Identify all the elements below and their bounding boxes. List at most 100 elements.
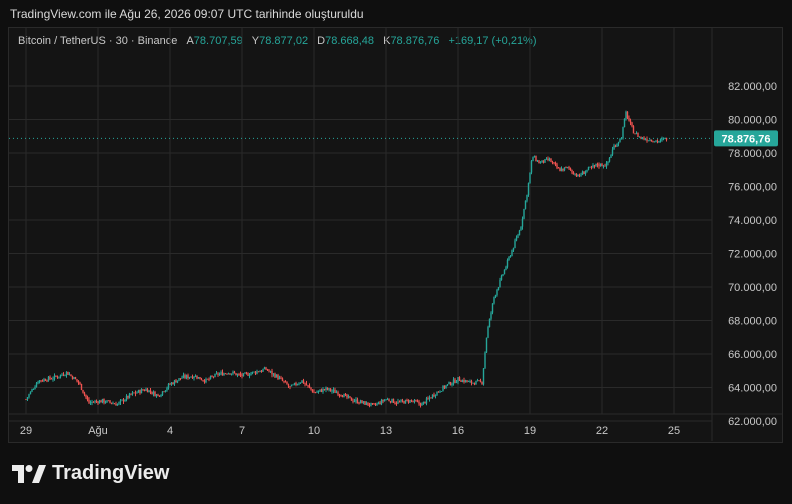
candle-body: [604, 165, 606, 167]
candle-body: [554, 163, 557, 165]
candle-body: [361, 400, 363, 403]
candle-body: [640, 136, 642, 139]
candle-body: [227, 373, 230, 375]
candle-body: [388, 399, 390, 402]
candle-body: [520, 226, 522, 231]
candle-body: [55, 375, 57, 377]
candle-body: [302, 380, 305, 384]
candle-body: [592, 165, 594, 167]
candle-body: [260, 371, 263, 372]
candle-body: [658, 141, 660, 143]
candle-body: [470, 381, 473, 384]
candle-body: [659, 139, 662, 142]
candle-body: [70, 374, 72, 376]
chart-panel[interactable]: [8, 27, 783, 443]
candle-body: [158, 395, 161, 397]
candle-body: [451, 383, 453, 386]
candle-body: [142, 389, 144, 391]
x-tick-label: 22: [596, 425, 608, 437]
candle-body: [322, 388, 324, 393]
candle-body: [191, 376, 194, 379]
candle-body: [547, 158, 549, 161]
candle-body: [80, 384, 83, 390]
candle-body: [452, 379, 455, 384]
candle-body: [307, 385, 309, 387]
candle-body: [508, 257, 510, 260]
candle-body: [482, 368, 485, 385]
candle-body: [314, 392, 317, 394]
candle-body: [572, 172, 575, 175]
candle-body: [634, 133, 636, 135]
candle-body: [65, 371, 68, 376]
candle-body: [382, 399, 384, 402]
candle-body: [284, 381, 287, 383]
candle-body: [350, 397, 353, 401]
candle-body: [263, 367, 266, 370]
candle-body: [104, 402, 107, 404]
candle-body: [407, 400, 410, 403]
candle-body: [140, 389, 143, 394]
candle-body: [281, 378, 284, 381]
candle-body: [509, 255, 512, 258]
candle-body: [139, 390, 141, 394]
y-tick-label: 80.000,00: [728, 115, 777, 127]
candle-body: [184, 375, 186, 378]
candle-body: [343, 394, 345, 398]
candle-body: [404, 399, 407, 404]
candle-body: [578, 174, 581, 176]
candle-body: [631, 122, 633, 127]
candle-body: [503, 269, 506, 275]
candle-body: [61, 374, 63, 376]
candle-body: [77, 381, 80, 383]
candle-body: [593, 165, 596, 167]
change-value: +169,17 (+0,21%): [448, 35, 537, 47]
candle-body: [167, 383, 170, 388]
candle-body: [161, 391, 164, 395]
candle-body: [374, 404, 377, 406]
candle-body: [626, 111, 629, 119]
candle-body: [497, 287, 500, 291]
candle-body: [425, 398, 428, 404]
candle-body: [79, 382, 81, 385]
candle-body: [653, 141, 656, 143]
candle-body: [479, 380, 482, 382]
candle-body: [169, 383, 171, 385]
y-tick-label: 64.000,00: [728, 383, 777, 395]
candle-body: [199, 376, 201, 380]
candle-body: [124, 399, 126, 402]
candle-body: [100, 400, 102, 403]
candle-body: [76, 379, 78, 382]
candle-body: [146, 388, 149, 393]
candle-body: [436, 391, 438, 396]
candle-body: [517, 235, 519, 238]
candle-body: [329, 388, 332, 392]
candle-body: [41, 380, 44, 382]
candle-body: [200, 379, 203, 381]
chart-caption: TradingView.com ile Ağu 26, 2026 09:07 U…: [10, 7, 364, 21]
candle-body: [661, 138, 663, 140]
candle-body: [311, 389, 314, 393]
candle-body: [511, 250, 513, 256]
candle-body: [575, 173, 578, 177]
candle-body: [602, 165, 605, 167]
candle-body: [379, 402, 381, 405]
candle-body: [644, 139, 647, 141]
candle-body: [178, 378, 180, 381]
candle-body: [368, 405, 371, 406]
candle-body: [542, 160, 545, 163]
candle-body: [203, 380, 206, 383]
candle-body: [577, 174, 579, 177]
candle-body: [377, 402, 380, 404]
candle-body: [656, 140, 659, 142]
candle-body: [395, 403, 398, 404]
candle-body: [313, 392, 315, 394]
candle-body: [223, 373, 225, 376]
candle-body: [190, 376, 192, 378]
candle-body: [580, 174, 582, 176]
candle-body: [532, 157, 534, 162]
candle-body: [475, 380, 477, 385]
candle-body: [409, 400, 411, 403]
candle-body: [53, 375, 56, 379]
candle-body: [274, 373, 276, 378]
